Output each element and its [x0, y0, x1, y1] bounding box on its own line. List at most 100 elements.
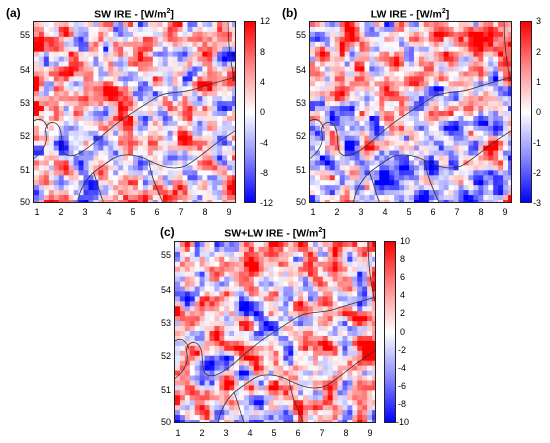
field-cell — [357, 246, 363, 253]
field-cell — [182, 145, 188, 152]
field-cell — [187, 81, 193, 87]
field-cell — [73, 165, 80, 171]
field-cell — [207, 170, 213, 176]
field-cell — [310, 41, 316, 48]
field-cell — [399, 130, 405, 137]
field-cell — [498, 56, 504, 63]
field-cell — [483, 165, 489, 171]
field-cell — [508, 76, 511, 82]
field-cell — [342, 296, 348, 302]
field-cell — [133, 111, 139, 117]
field-cell — [379, 86, 385, 92]
field-cell — [347, 306, 353, 312]
field-cell — [463, 200, 469, 202]
field-cell — [34, 101, 40, 107]
field-cell — [202, 26, 208, 33]
field-cell — [317, 281, 324, 287]
field-cell — [202, 195, 208, 201]
field-cell — [38, 76, 45, 82]
field-cell — [404, 56, 410, 63]
field-cell — [478, 155, 484, 161]
field-cell — [133, 140, 139, 147]
field-cell — [483, 46, 489, 53]
field-cell — [308, 395, 314, 401]
field-cell — [364, 22, 370, 28]
field-cell — [293, 316, 299, 322]
field-cell — [137, 101, 144, 107]
field-cell — [202, 140, 208, 147]
field-cell — [478, 175, 484, 181]
field-cell — [182, 86, 188, 92]
field-cell — [179, 405, 186, 411]
field-cell — [192, 140, 198, 147]
field-cell — [243, 326, 250, 332]
field-cell — [488, 36, 494, 43]
field-cell — [468, 145, 474, 152]
field-cell — [344, 111, 351, 117]
field-cell — [38, 96, 45, 102]
field-cell — [113, 26, 119, 33]
field-cell — [374, 61, 380, 67]
field-cell — [179, 365, 186, 372]
field-cell — [409, 46, 415, 53]
field-cell — [369, 81, 375, 87]
field-cell — [372, 370, 375, 377]
field-cell — [329, 36, 336, 43]
field-cell — [483, 106, 489, 112]
field-cell — [258, 286, 265, 292]
field-cell — [58, 180, 65, 186]
boundary-line — [310, 118, 325, 129]
field-cell — [339, 145, 346, 152]
field-cell — [167, 170, 174, 176]
field-cell — [103, 96, 109, 102]
field-cell — [123, 36, 129, 43]
field-cell — [384, 71, 390, 77]
field-cell — [428, 130, 435, 137]
field-cell — [508, 56, 511, 63]
field-cell — [347, 360, 353, 367]
field-cell — [364, 135, 370, 142]
field-cell — [152, 120, 159, 127]
field-cell — [337, 242, 343, 248]
field-cell — [172, 101, 179, 107]
field-cell — [263, 251, 270, 258]
field-cell — [344, 86, 351, 92]
field-cell — [478, 26, 484, 33]
field-cell — [152, 145, 159, 152]
field-cell — [389, 46, 395, 53]
field-cell — [253, 276, 260, 283]
field-cell — [88, 150, 94, 157]
field-cell — [463, 51, 469, 58]
field-cell — [428, 115, 435, 122]
field-cell — [354, 150, 361, 157]
field-cell — [394, 145, 400, 152]
field-cell — [418, 36, 425, 43]
field-cell — [488, 135, 494, 142]
field-cell — [88, 200, 94, 202]
field-cell — [182, 31, 188, 38]
field-cell — [310, 185, 316, 191]
field-cell — [409, 86, 415, 92]
field-cell — [498, 31, 504, 38]
field-cell — [283, 301, 289, 307]
colorbar-tick-label: 4 — [260, 77, 266, 87]
field-cell — [239, 326, 245, 332]
field-cell — [303, 400, 309, 406]
field-cell — [324, 150, 331, 157]
x-tick-label: 3 — [358, 207, 364, 217]
field-cell — [448, 71, 455, 77]
field-cell — [413, 120, 420, 127]
field-cell — [58, 31, 65, 38]
field-cell — [177, 31, 184, 38]
field-cell — [83, 155, 89, 161]
field-cell — [344, 185, 351, 191]
field-cell — [369, 36, 375, 43]
field-cell — [468, 140, 474, 147]
field-cell — [324, 41, 331, 48]
field-cell — [433, 96, 440, 102]
field-cell — [404, 71, 410, 77]
field-cell — [184, 340, 191, 347]
field-cell — [133, 170, 139, 176]
field-cell — [83, 125, 89, 132]
field-cell — [288, 390, 294, 396]
